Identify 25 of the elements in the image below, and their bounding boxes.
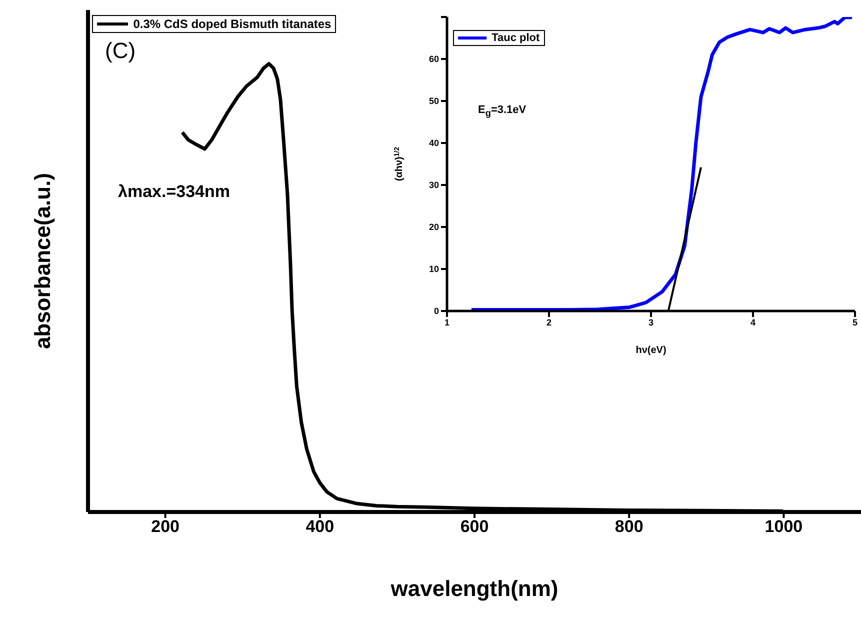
y-tick-label: 0 xyxy=(434,306,439,316)
annotation: E$_{g}$=3.1eV xyxy=(478,104,526,118)
x-tick-label: 1000 xyxy=(764,517,803,536)
y-tick-label: 40 xyxy=(428,138,439,148)
y-tick-label: 60 xyxy=(428,54,439,64)
y-tick-label: 50 xyxy=(428,96,439,106)
x-tick-label: 1 xyxy=(444,317,450,328)
legend-label: Tauc plot xyxy=(492,32,540,44)
y-tick-label: 20 xyxy=(428,222,439,232)
x-tick-label: 2 xyxy=(546,317,552,328)
x-tick-label: 400 xyxy=(306,517,334,536)
x-tick-label: 200 xyxy=(151,517,180,536)
annotation: λmax.=334nm xyxy=(118,182,230,201)
x-tick-label: 3 xyxy=(648,317,654,328)
x-tick-label: 600 xyxy=(460,517,489,536)
y-tick-label: 30 xyxy=(428,180,439,190)
y-axis-title: absorbance(a.u.) xyxy=(30,172,55,350)
x-tick-label: 800 xyxy=(614,517,644,536)
x-tick-label: 5 xyxy=(852,317,858,328)
x-axis-title: wavelength(nm) xyxy=(390,576,558,601)
text: (C) xyxy=(105,38,136,63)
y-tick-label: 10 xyxy=(428,264,439,274)
x-axis-title: hν(eV) xyxy=(636,345,666,356)
legend-label: 0.3% CdS doped Bismuth titanates xyxy=(133,17,332,31)
x-tick-label: 4 xyxy=(750,317,756,328)
